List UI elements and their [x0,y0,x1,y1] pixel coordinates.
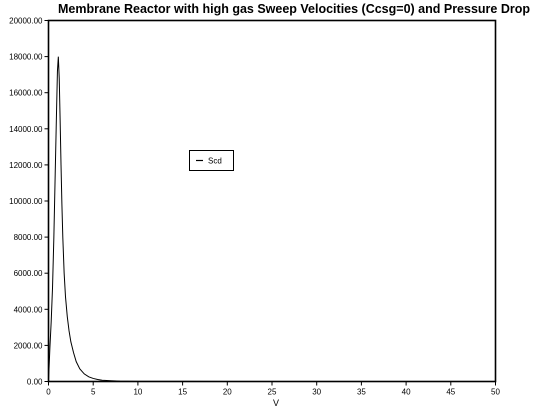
series-line-scd [48,56,496,382]
x-tick-label: 15 [178,388,187,397]
legend: Scd [189,150,234,171]
y-tick-label: 16000.00 [9,89,43,98]
legend-entry-scd: Scd [208,157,222,166]
chart-title: Membrane Reactor with high gas Sweep Vel… [58,2,530,16]
y-tick-label: 8000.00 [14,233,43,242]
x-tick-label: 35 [357,388,366,397]
x-tick-label: 30 [312,388,321,397]
y-tick-label: 14000.00 [9,125,43,134]
plot-frame [47,19,497,383]
x-tick-label: 45 [446,388,455,397]
y-tick-label: 12000.00 [9,161,43,170]
x-tick-label: 40 [402,388,411,397]
x-tick-label: 5 [91,388,96,397]
x-tick-label: 20 [223,388,232,397]
y-tick-label: 18000.00 [9,53,43,62]
y-tick-label: 2000.00 [14,341,43,350]
y-tick-label: 4000.00 [14,305,43,314]
x-tick-label: 10 [133,388,142,397]
axis-ticks: 0.00 2000.00 4000.00 6000.00 8000.00 10000.00… [9,17,500,397]
x-axis-label: V [273,398,279,408]
x-tick-label: 25 [268,388,277,397]
y-tick-label: 0.00 [27,378,43,387]
legend-box [189,150,234,171]
y-tick-label: 6000.00 [14,269,43,278]
x-tick-label: 0 [46,388,51,397]
x-tick-label: 50 [491,388,500,397]
y-tick-label: 20000.00 [9,17,43,26]
y-tick-label: 10000.00 [9,197,43,206]
